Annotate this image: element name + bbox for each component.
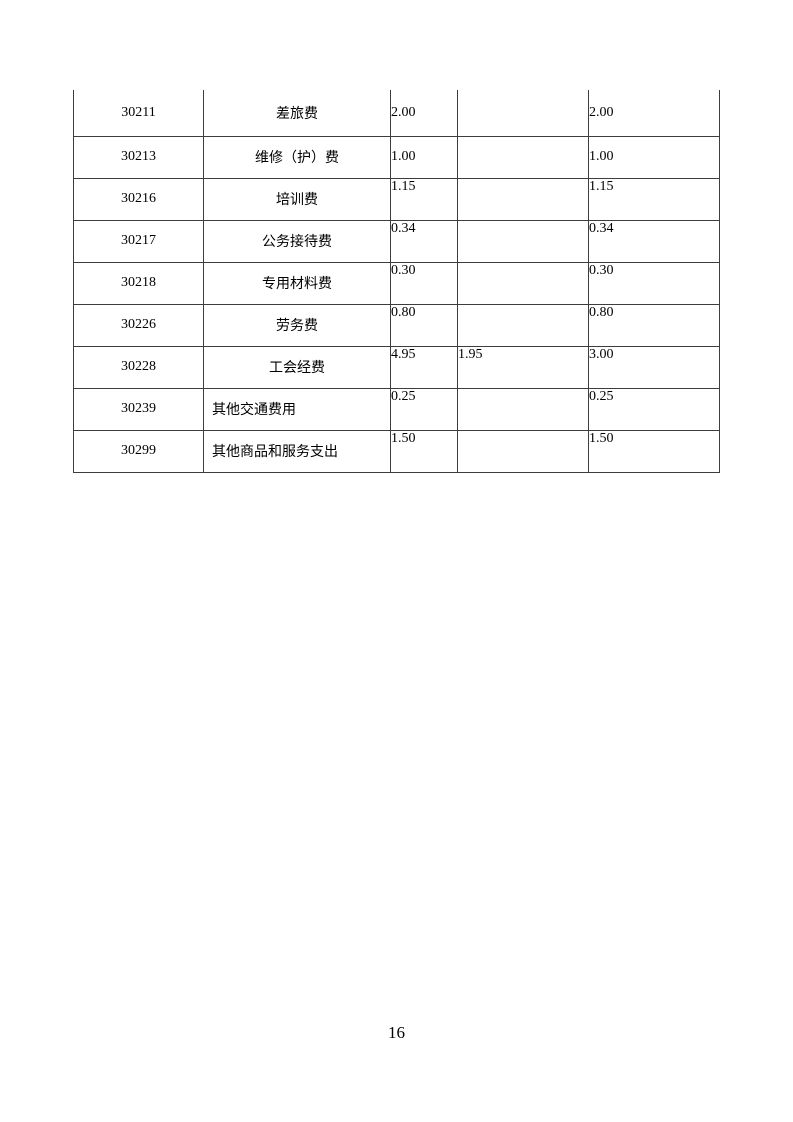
cell-value-3: 0.25 [588, 387, 720, 431]
cell-value-2 [457, 219, 589, 263]
cell-code: 30218 [73, 261, 204, 305]
table-row: 30217 公务接待费 0.34 0.34 [73, 219, 720, 263]
cell-name: 其他交通费用 [203, 387, 391, 431]
cell-value-3: 1.50 [588, 429, 720, 473]
cell-code: 30213 [73, 135, 204, 179]
cell-value-2 [457, 387, 589, 431]
table-row: 30213 维修（护）费 1.00 1.00 [73, 135, 720, 179]
cell-code: 30239 [73, 387, 204, 431]
cell-value-3: 2.00 [588, 90, 720, 137]
table-row: 30211 差旅费 2.00 2.00 [73, 90, 720, 137]
cell-value-1: 2.00 [390, 90, 458, 137]
cell-name: 维修（护）费 [203, 135, 391, 179]
cell-value-1: 1.15 [390, 177, 458, 221]
table-row: 30228 工会经费 4.95 1.95 3.00 [73, 345, 720, 389]
budget-table: 30211 差旅费 2.00 2.00 30213 维修（护）费 1.00 1.… [73, 90, 720, 473]
cell-name: 其他商品和服务支出 [203, 429, 391, 473]
cell-code: 30216 [73, 177, 204, 221]
cell-value-1: 0.25 [390, 387, 458, 431]
cell-name: 差旅费 [203, 90, 391, 137]
cell-code: 30228 [73, 345, 204, 389]
cell-value-2 [457, 261, 589, 305]
cell-value-2 [457, 429, 589, 473]
cell-value-1: 1.00 [390, 135, 458, 179]
table-row: 30218 专用材料费 0.30 0.30 [73, 261, 720, 305]
cell-value-3: 1.15 [588, 177, 720, 221]
cell-value-2 [457, 177, 589, 221]
cell-value-2 [457, 90, 589, 137]
table-row: 30299 其他商品和服务支出 1.50 1.50 [73, 429, 720, 473]
table-row: 30239 其他交通费用 0.25 0.25 [73, 387, 720, 431]
cell-value-3: 0.30 [588, 261, 720, 305]
cell-value-1: 0.30 [390, 261, 458, 305]
cell-code: 30217 [73, 219, 204, 263]
table-row: 30216 培训费 1.15 1.15 [73, 177, 720, 221]
cell-value-1: 4.95 [390, 345, 458, 389]
cell-value-3: 1.00 [588, 135, 720, 179]
cell-name: 工会经费 [203, 345, 391, 389]
cell-value-2 [457, 303, 589, 347]
cell-value-1: 1.50 [390, 429, 458, 473]
cell-value-2 [457, 135, 589, 179]
table-row: 30226 劳务费 0.80 0.80 [73, 303, 720, 347]
cell-code: 30226 [73, 303, 204, 347]
cell-code: 30299 [73, 429, 204, 473]
cell-value-3: 0.34 [588, 219, 720, 263]
cell-code: 30211 [73, 90, 204, 137]
cell-name: 劳务费 [203, 303, 391, 347]
cell-value-1: 0.80 [390, 303, 458, 347]
cell-name: 公务接待费 [203, 219, 391, 263]
page-number: 16 [388, 1023, 405, 1042]
cell-value-3: 3.00 [588, 345, 720, 389]
cell-value-2: 1.95 [457, 345, 589, 389]
cell-name: 培训费 [203, 177, 391, 221]
cell-value-3: 0.80 [588, 303, 720, 347]
cell-value-1: 0.34 [390, 219, 458, 263]
cell-name: 专用材料费 [203, 261, 391, 305]
